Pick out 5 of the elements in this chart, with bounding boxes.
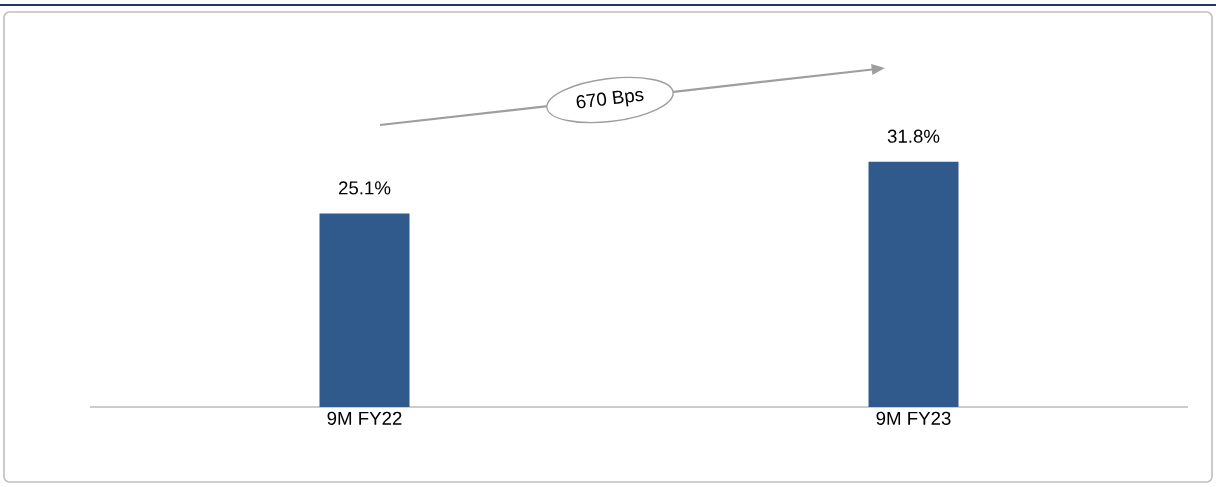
data-label: 25.1% <box>338 181 391 195</box>
text: 670 Bps <box>576 90 644 109</box>
x-tick-label: 9M FY23 <box>876 411 951 425</box>
data-label: 31.8% <box>887 129 940 143</box>
x-tick-label: 9M FY22 <box>327 411 402 425</box>
